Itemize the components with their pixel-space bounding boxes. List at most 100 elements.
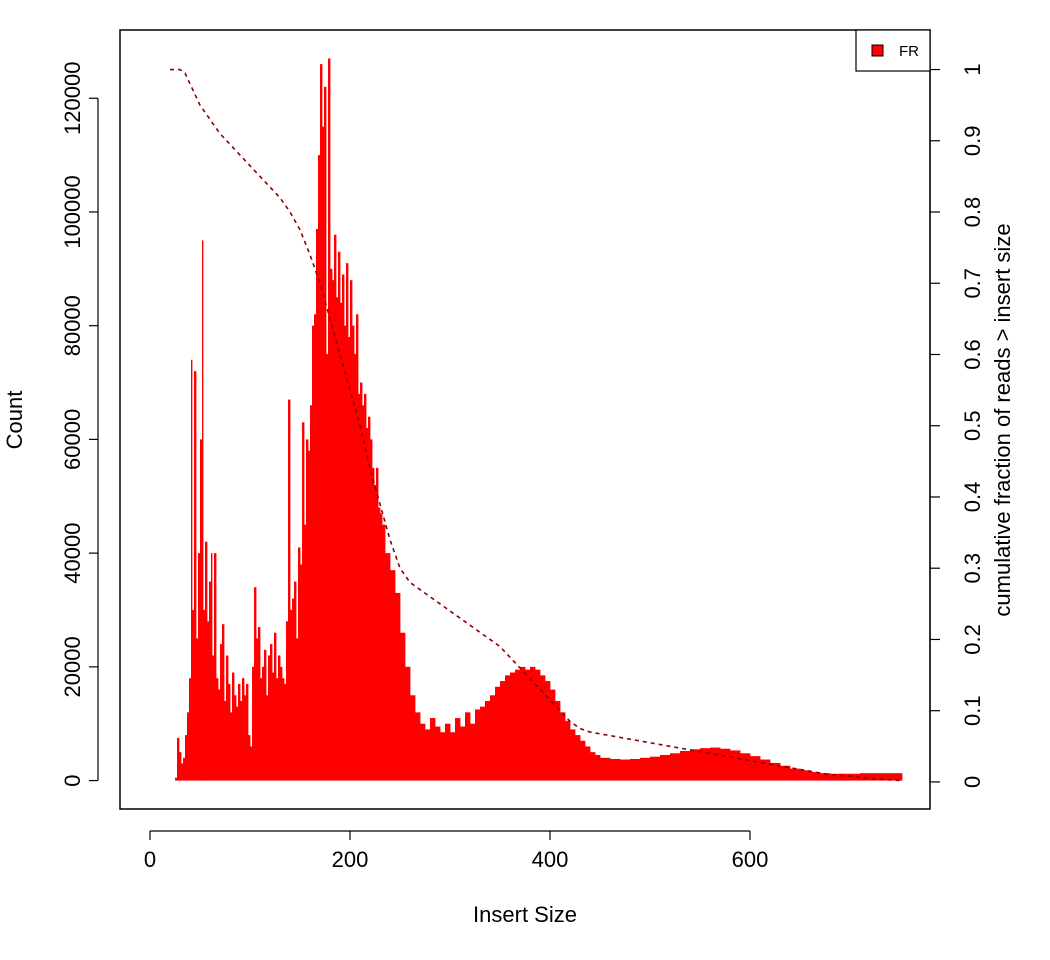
x-tick-label: 400 [532,847,569,872]
histogram-bar [328,58,331,781]
histogram-bar [495,686,501,781]
histogram-bar [308,450,311,781]
histogram-bar [410,695,416,781]
histogram-bar [640,757,651,781]
histogram-bar [555,700,561,781]
histogram-bar [600,757,611,781]
histogram-bars [175,58,903,781]
y2-tick-label: 0.7 [960,268,985,299]
histogram-bar [525,669,531,781]
histogram-bar [185,735,188,781]
histogram-bar [352,325,355,781]
histogram-bar [290,609,293,781]
histogram-bar [840,773,851,781]
histogram-bar [520,666,526,781]
histogram-bar [340,302,343,781]
histogram-bar [260,678,263,781]
histogram-bar [248,735,251,781]
histogram-bar [268,655,271,781]
legend-box [855,29,931,72]
histogram-bar [515,669,521,781]
histogram-bar [650,756,661,781]
legend-label-fr: FR [899,43,919,60]
histogram-bar [358,393,361,781]
y2-tick-label: 0.1 [960,695,985,726]
y-tick-label: 80000 [60,295,85,356]
histogram-bar [366,428,369,781]
histogram-bar [216,678,219,781]
y-axis-left: 0 20000 40000 60000 80000 100000 120000 [60,62,99,787]
histogram-bar [364,393,367,781]
histogram-bar [207,621,210,781]
histogram-bar [203,609,206,781]
histogram-bar [211,553,213,781]
histogram-bar [322,126,325,781]
y2-tick-label: 0.3 [960,553,985,584]
histogram-bar [236,706,239,781]
histogram-bar [400,632,406,781]
histogram-bar [310,405,313,781]
y2-tick-label: 0.6 [960,339,985,370]
histogram-bar [222,624,225,781]
histogram-bar [370,439,373,781]
y-axis-title: Count [2,391,27,450]
histogram-bar [346,263,349,781]
histogram-bar [354,354,357,781]
y2-tick-label: 0 [960,776,985,788]
histogram-bar [344,325,347,781]
histogram-bar [270,644,273,781]
histogram-bar [181,763,184,781]
histogram-bar [510,672,516,781]
histogram-bar [336,297,339,781]
x-tick-label: 600 [732,847,769,872]
histogram-bar [198,553,201,781]
histogram-bar [300,564,303,781]
histogram-bar [700,748,711,781]
histogram-bar [292,598,295,781]
histogram-bar [810,772,821,781]
histogram-bar [230,712,233,781]
y-axis-right: 0 0.1 0.2 0.3 0.4 0.5 0.6 0.7 0.8 0.9 1 [929,63,985,788]
histogram-bar [710,747,721,781]
histogram-bar [318,155,321,781]
histogram-bar [334,234,337,781]
histogram-bar [490,695,496,781]
histogram-bar [480,706,486,781]
histogram-bar [246,683,249,781]
histogram-bar [272,672,275,781]
histogram-bar [850,773,861,781]
histogram-bar [350,280,353,781]
histogram-bar [550,689,556,781]
histogram-bar [240,700,243,781]
x-axis: 0 200 400 600 [144,830,769,872]
y-tick-label: 60000 [60,409,85,470]
histogram-bar [575,735,581,781]
histogram-bar [250,746,253,781]
histogram-bar [690,749,701,781]
histogram-bar [455,718,461,781]
histogram-bar [294,581,297,781]
histogram-bar [415,712,421,781]
histogram-bar [258,627,261,781]
histogram-bar [179,752,182,781]
x-axis-title: Insert Size [473,902,577,927]
histogram-bar [660,754,671,781]
histogram-bar [189,678,192,781]
histogram-bar [288,399,291,781]
histogram-bar [280,666,283,781]
histogram-bar [200,439,203,781]
histogram-bar [302,422,305,781]
histogram-bar [450,732,456,781]
histogram-bar [610,758,621,781]
histogram-bar [264,649,267,781]
histogram-bar [278,655,281,781]
histogram-bar [356,314,359,781]
y-tick-label: 120000 [60,62,85,135]
histogram-bar [750,756,761,781]
y2-tick-label: 0.5 [960,410,985,441]
histogram-bar [220,644,223,781]
y2-axis-title: cumulative fraction of reads > insert si… [990,223,1015,616]
histogram-bar [505,675,511,781]
histogram-bar [780,765,791,781]
